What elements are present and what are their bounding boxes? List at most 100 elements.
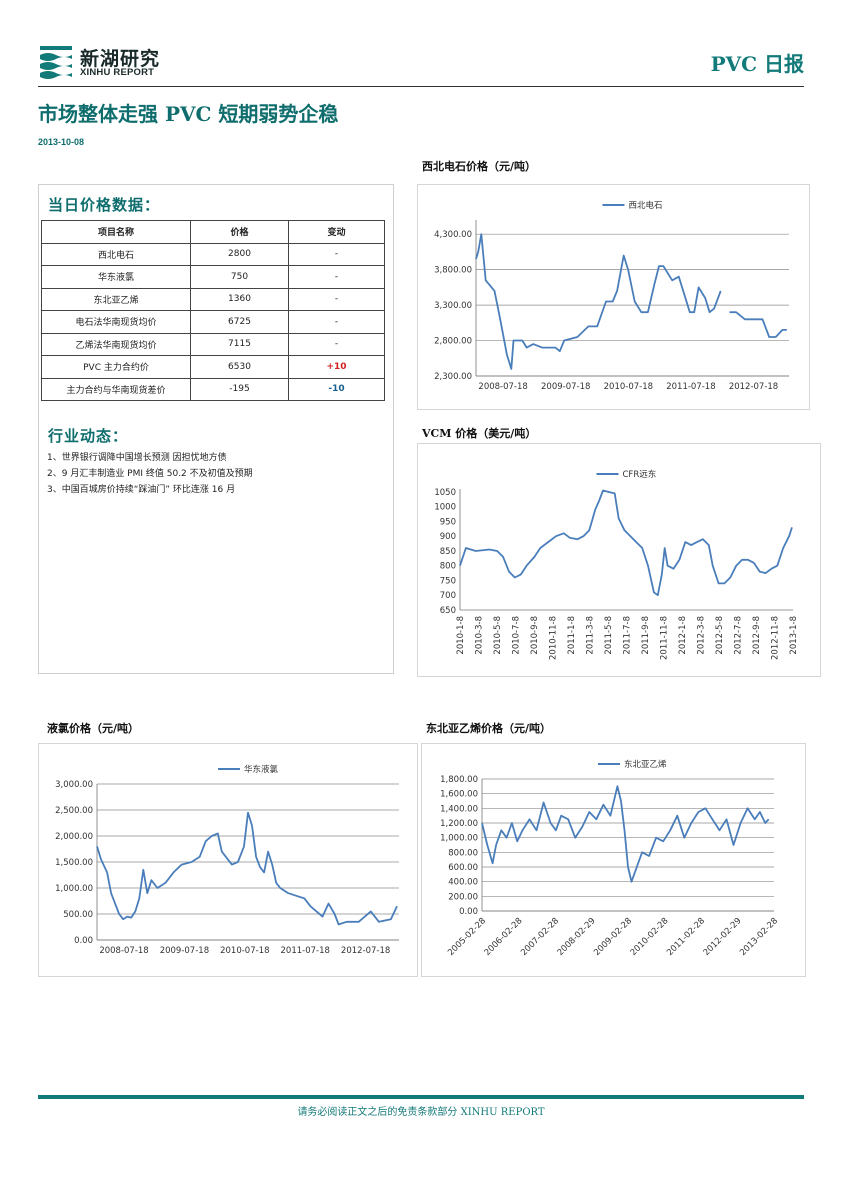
x-tick-label: 2005-02-28 [446,916,488,958]
price-data-heading: 当日价格数据： [48,196,161,214]
row-change-down: -10 [288,377,385,401]
row-price: 2800 [190,242,289,266]
carbide-chart-title: 西北电石价格（元/吨） [422,160,537,173]
chlorine-chart: 0.00 500.00 1,000.00 1,500.00 2,000.00 2,500.… [38,743,418,977]
x-tick-label: 2011-1-8 [567,616,577,655]
vcm-chart-svg: 650 700 750 800 850 900 950 1000 1050 2010-1-8 201… [434,469,799,660]
header-divider [38,86,804,87]
vcm-chart-title: VCM 价格（美元/吨） [422,427,537,440]
x-tick-label: 2008-07-18 [99,946,148,956]
x-tick-label: 2013-02-28 [738,916,780,958]
logo-wave-icon [40,46,72,79]
y-tick-label: 800.00 [448,848,478,858]
logo-english-text: XINHU REPORT [80,67,155,78]
row-item-name: 华东液氯 [41,265,191,289]
legend-label: 西北电石 [629,200,663,211]
row-price: 6725 [190,310,289,334]
y-tick-label: 1,200.00 [440,819,478,829]
y-tick-label: 750 [440,576,456,586]
y-tick-label: 700 [440,591,456,601]
row-item-name: 东北亚乙烯 [41,287,191,311]
row-change: - [288,287,385,311]
x-tick-label: 2011-11-8 [660,616,670,660]
x-tick-label: 2010-5-8 [493,616,503,655]
report-headline: 市场整体走强 PVC 短期弱势企稳 [38,102,339,126]
y-tick-label: 800 [440,562,456,572]
y-tick-label: 2,000.00 [55,832,93,842]
report-date: 2013-10-08 [38,137,85,147]
table-row: 东北亚乙烯 1360 - [41,287,385,311]
y-tick-label: 0.00 [74,936,93,946]
series-line [481,785,770,883]
x-tick-label: 2010-1-8 [456,616,466,655]
list-item: 3、中国百城房价持续“踩油门” 环比连涨 16 月 [47,485,236,495]
y-tick-label: 850 [440,547,456,557]
row-change: - [288,242,385,266]
news-list: 1、世界银行调降中国增长预测 因担忧地方债 2、9 月汇丰制造业 PMI 终值 … [47,450,253,498]
document-type: PVC 日报 [710,52,804,76]
y-tick-label: 1,800.00 [440,775,478,785]
x-tick-label: 2009-07-18 [160,946,209,956]
carbide-chart: 2,300.00 2,800.00 3,300.00 3,800.00 4,300.00… [417,184,810,410]
x-tick-label: 2011-3-8 [586,616,596,655]
x-tick-label: 2011-7-8 [623,616,633,655]
series-line [459,489,793,597]
legend-label: 东北亚乙烯 [624,759,667,770]
x-tick-label: 2012-11-8 [771,616,781,660]
x-tick-label: 2011-02-28 [665,916,707,958]
y-tick-label: 500.00 [63,910,93,920]
row-price: 6530 [190,355,289,379]
x-tick-label: 2010-11-8 [549,616,559,660]
carbide-chart-svg: 2,300.00 2,800.00 3,300.00 3,800.00 4,300.00… [434,200,789,392]
ethylene-chart: 0.00 200.00 400.00 600.00 800.00 1,000.00 1,20… [421,743,806,977]
y-tick-label: 0.00 [459,907,478,917]
vcm-chart: 650 700 750 800 850 900 950 1000 1050 2010-1-8 201… [417,443,821,677]
y-tick-label: 3,800.00 [434,266,472,276]
y-tick-label: 950 [440,517,456,527]
disclaimer-note: 请务必阅读正文之后的免责条款部分 XINHU REPORT [297,1107,545,1118]
y-tick-label: 200.00 [448,892,478,902]
chlorine-chart-svg: 0.00 500.00 1,000.00 1,500.00 2,000.00 2,500.… [55,764,399,956]
x-tick-label: 2013-1-8 [789,616,799,655]
list-item: 1、世界银行调降中国增长预测 因担忧地方债 [47,453,227,463]
x-tick-label: 2010-9-8 [530,616,540,655]
y-tick-label: 2,300.00 [434,372,472,382]
price-table-header-row: 项目名称 价格 变动 [41,220,385,244]
row-item-name: 乙烯法华南现货均价 [41,332,191,356]
column-header-price: 价格 [190,220,289,244]
table-row: 乙烯法华南现货均价 7115 - [41,332,385,356]
legend-label: CFR远东 [623,469,657,480]
y-tick-label: 1,500.00 [55,858,93,868]
x-tick-label: 2012-5-8 [715,616,725,655]
y-tick-label: 2,500.00 [55,806,93,816]
x-tick-label: 2011-07-18 [666,382,715,392]
x-tick-label: 2011-5-8 [604,616,614,655]
x-tick-label: 2012-1-8 [678,616,688,655]
legend-label: 华东液氯 [244,764,279,775]
y-tick-label: 1,600.00 [440,790,478,800]
list-item: 2、9 月汇丰制造业 PMI 终值 50.2 不及初值及预期 [47,469,253,479]
ethylene-chart-title: 东北亚乙烯价格（元/吨） [426,722,552,735]
y-tick-label: 1000 [434,503,456,513]
table-row: 华东液氯 750 - [41,265,385,289]
y-tick-label: 1,000.00 [55,884,93,894]
series-line [96,811,398,926]
x-tick-label: 2011-07-18 [281,946,330,956]
table-row: 主力合约与华南现货差价 -195 -10 [41,377,385,401]
x-tick-label: 2009-07-18 [541,382,590,392]
row-item-name: PVC 主力合约价 [41,355,191,379]
x-tick-label: 2012-3-8 [697,616,707,655]
series-line [475,233,787,370]
chlorine-chart-title: 液氯价格（元/吨） [47,722,140,735]
x-tick-label: 2012-7-8 [734,616,744,655]
row-change: - [288,332,385,356]
x-tick-label: 2008-02-29 [556,916,598,958]
y-tick-label: 3,000.00 [55,780,93,790]
x-tick-label: 2008-07-18 [478,382,527,392]
x-tick-label: 2010-02-28 [629,916,671,958]
y-tick-label: 1,400.00 [440,804,478,814]
y-tick-label: 900 [440,532,456,542]
y-tick-label: 650 [440,606,456,616]
row-price: -195 [190,377,289,401]
row-item-name: 主力合约与华南现货差价 [41,377,191,401]
